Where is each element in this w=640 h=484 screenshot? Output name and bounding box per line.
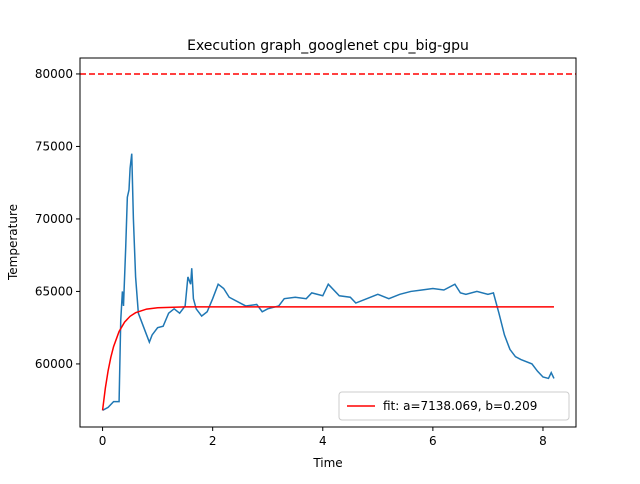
x-tick-label: 2 [209,434,217,448]
y-tick-label: 65000 [35,284,73,298]
y-tick-label: 75000 [35,139,73,153]
y-axis-label: Temperature [6,204,20,281]
series-line [101,306,554,411]
x-tick-label: 4 [319,434,327,448]
series-line [102,153,555,411]
chart-title: Execution graph_googlenet cpu_big-gpu [187,38,469,54]
legend-box [338,391,570,421]
x-axis-label: Time [312,456,342,470]
x-tick-label: 0 [99,434,107,448]
y-tick-label: 60000 [35,357,73,371]
plot-frame [79,57,577,428]
y-tick-label: 70000 [35,212,73,226]
legend-label: fit: a=7138.069, b=0.209 [383,399,537,413]
x-tick-label: 8 [539,434,547,448]
y-tick-label: 80000 [35,67,73,81]
x-tick-label: 6 [429,434,437,448]
